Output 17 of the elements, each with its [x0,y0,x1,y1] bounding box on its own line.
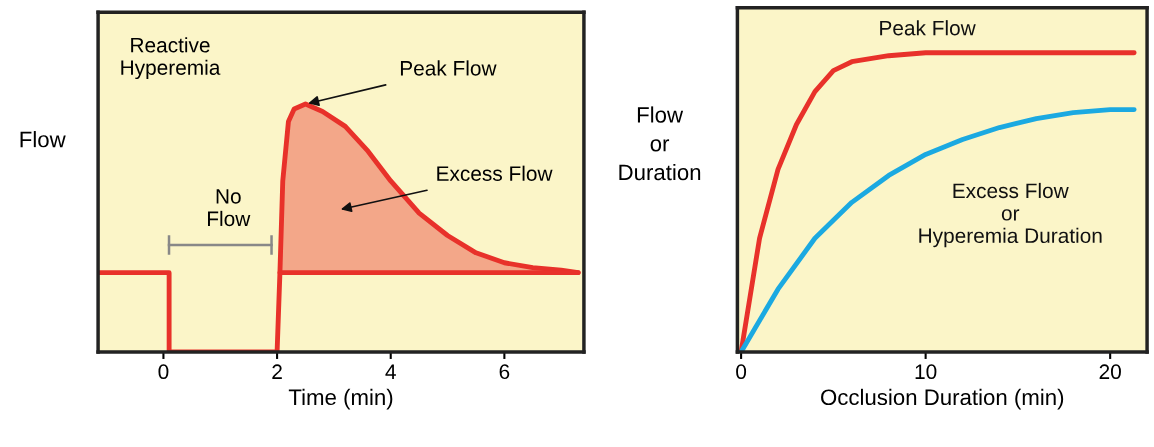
x-tick-label: 10 [915,364,937,380]
annotation: No Flow [208,189,251,227]
x-tick-label: 6 [499,364,510,380]
annotation: Peak Flow [400,60,497,76]
text: Reactive Hyperemia [121,37,221,80]
series-label: Excess Flow or Hyperemia Duration [919,182,1102,248]
annotation: Excess Flow [437,165,553,181]
x-axis-title: Occlusion Duration (min) [821,388,1064,410]
x-tick-label: 20 [1099,364,1121,380]
x-axis-title: Time (min) [288,388,393,410]
x-tick-label: 0 [158,364,169,380]
x-tick-label: 0 [736,364,747,380]
y-axis-title: Flow or Duration [619,106,701,181]
series-label: Peak Flow [880,20,976,36]
x-tick-label: 2 [272,364,282,379]
y-axis-title: Flow [20,131,66,148]
x-tick-label: 4 [385,364,396,379]
